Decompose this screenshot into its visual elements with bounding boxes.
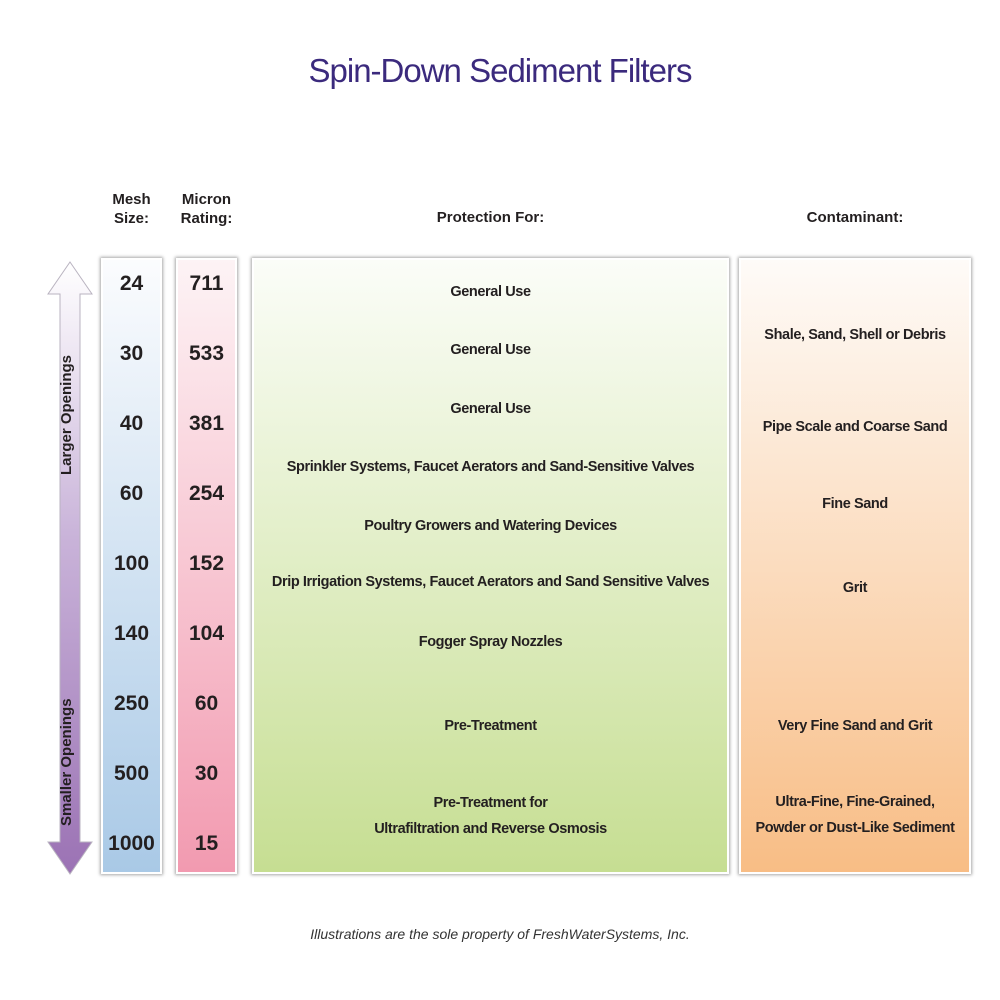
protection-item: Poultry Growers and Watering Devices <box>364 518 617 534</box>
mesh-value: 250 <box>113 692 150 715</box>
micron-value: 60 <box>194 692 219 715</box>
micron-value: 15 <box>194 832 219 855</box>
mesh-value: 60 <box>119 482 144 505</box>
double-arrow-icon <box>47 261 93 875</box>
mesh-value: 500 <box>113 762 150 785</box>
micron-rating-column: 711 533 381 254 152 104 60 30 15 <box>176 258 237 874</box>
micron-value: 381 <box>188 412 225 435</box>
header-contaminant: Contaminant: <box>806 209 904 226</box>
protection-item: Pre-Treatment for Ultrafiltration and Re… <box>254 790 727 842</box>
contaminant-column: Shale, Sand, Shell or Debris Pipe Scale … <box>739 258 971 874</box>
micron-value: 711 <box>189 272 224 295</box>
mesh-size-column: 24 30 40 60 100 140 250 500 1000 <box>101 258 162 874</box>
contaminant-item-line: Powder or Dust-Like Sediment <box>755 820 955 836</box>
mesh-value: 24 <box>119 272 144 295</box>
header-micron-line1: Micron <box>181 191 232 208</box>
micron-value: 254 <box>188 482 225 505</box>
header-mesh-line1: Mesh <box>112 191 151 208</box>
contaminant-item: Very Fine Sand and Grit <box>777 718 933 734</box>
copyright-footer: Illustrations are the sole property of F… <box>310 926 690 942</box>
mesh-value: 100 <box>113 552 150 575</box>
protection-item: General Use <box>450 284 531 300</box>
mesh-value: 40 <box>119 412 144 435</box>
protection-item: General Use <box>450 401 531 417</box>
protection-item: Drip Irrigation Systems, Faucet Aerators… <box>271 574 710 590</box>
header-mesh-size: Mesh Size: <box>101 190 162 228</box>
protection-item: Fogger Spray Nozzles <box>418 634 563 650</box>
header-micron-line2: Rating: <box>180 210 233 227</box>
mesh-value: 1000 <box>108 832 155 855</box>
header-protection: Protection For: <box>436 209 545 226</box>
header-micron-rating: Micron Rating: <box>166 190 247 228</box>
protection-item-line: Pre-Treatment for <box>433 795 548 811</box>
micron-value: 533 <box>188 342 225 365</box>
micron-value: 104 <box>188 622 225 645</box>
protection-item: Pre-Treatment <box>444 718 537 734</box>
contaminant-item-line: Ultra-Fine, Fine-Grained, <box>775 794 935 810</box>
contaminant-item: Ultra-Fine, Fine-Grained, Powder or Dust… <box>741 789 969 841</box>
mesh-value: 140 <box>113 622 150 645</box>
protection-item: Sprinkler Systems, Faucet Aerators and S… <box>286 459 695 475</box>
protection-item-line: Ultrafiltration and Reverse Osmosis <box>374 821 607 837</box>
micron-value: 152 <box>188 552 225 575</box>
micron-value: 30 <box>194 762 219 785</box>
mesh-value: 30 <box>119 342 144 365</box>
header-mesh-line2: Size: <box>113 210 149 227</box>
larger-openings-label: Larger Openings <box>58 354 75 475</box>
contaminant-item: Pipe Scale and Coarse Sand <box>762 419 948 435</box>
contaminant-item: Grit <box>842 580 868 596</box>
contaminant-item: Fine Sand <box>822 496 888 512</box>
contaminant-item: Shale, Sand, Shell or Debris <box>764 327 946 343</box>
smaller-openings-label: Smaller Openings <box>58 698 75 826</box>
page-title: Spin-Down Sediment Filters <box>308 52 693 89</box>
protection-column: General Use General Use General Use Spri… <box>252 258 729 874</box>
protection-item: General Use <box>450 342 531 358</box>
